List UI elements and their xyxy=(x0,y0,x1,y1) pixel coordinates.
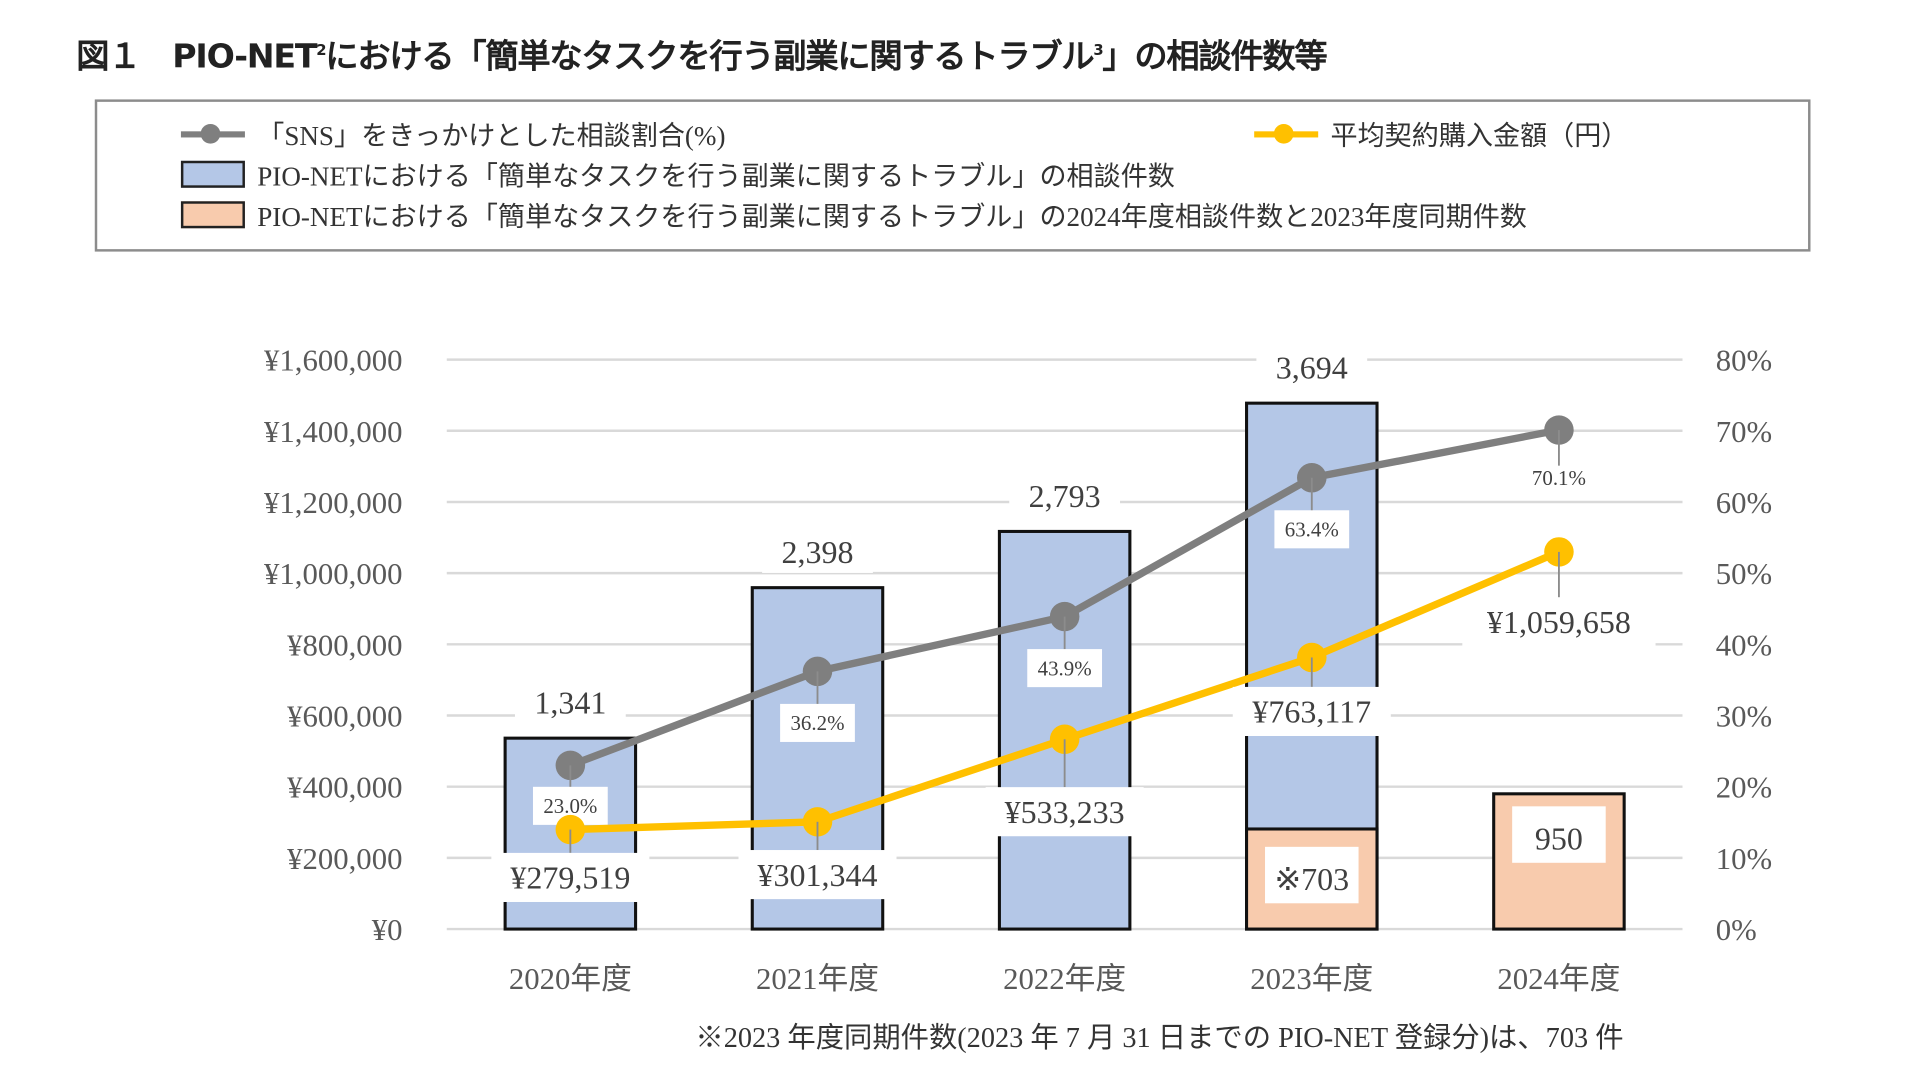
label-background xyxy=(1462,597,1656,647)
sns-ratio-data-label: 43.9% xyxy=(1038,656,1092,680)
peach-swatch-icon xyxy=(180,201,245,229)
count-data-label: 3,694 xyxy=(1276,351,1348,386)
avg-amount-data-label: ¥301,344 xyxy=(758,858,878,893)
label-background xyxy=(491,852,650,902)
x-axis-tick-label: 2023年度 xyxy=(1250,962,1373,996)
title-part: 」の相談件数等 xyxy=(1102,38,1327,77)
left-axis-tick-label: ¥1,000,000 xyxy=(264,557,402,591)
right-axis-tick-label: 60% xyxy=(1716,486,1772,520)
title-part: における「簡単なタスクを行う副業に関するトラブル xyxy=(325,38,1094,77)
label-background xyxy=(985,787,1144,837)
same-period-data-label: 950 xyxy=(1535,821,1583,856)
legend-item-count: PIO-NETにおける「簡単なタスクを行う副業に関するトラブル」の相談件数 xyxy=(180,155,1175,194)
left-axis-tick-label: ¥400,000 xyxy=(287,771,402,805)
legend-label: PIO-NETにおける「簡単なタスクを行う副業に関するトラブル」の相談件数 xyxy=(257,160,1175,192)
label-background xyxy=(762,528,873,573)
blue-swatch-icon xyxy=(180,160,245,188)
sns-ratio-data-label: 36.2% xyxy=(790,711,844,735)
left-axis-tick-label: ¥800,000 xyxy=(287,628,402,662)
label-background xyxy=(738,850,897,900)
avg-amount-data-label: ¥533,233 xyxy=(1005,795,1125,830)
left-axis-tick-label: ¥600,000 xyxy=(287,700,402,734)
left-axis-tick-label: ¥1,600,000 xyxy=(264,344,402,378)
left-axis-tick-label: ¥200,000 xyxy=(287,842,402,876)
legend-item-sns: 「SNS」をきっかけとした相談割合(%) xyxy=(180,114,726,153)
legend-label: PIO-NETにおける「簡単なタスクを行う副業に関するトラブル」の2024年度相… xyxy=(257,201,1527,232)
sns-ratio-data-label: 63.4% xyxy=(1285,518,1339,542)
left-axis-tick-label: ¥1,400,000 xyxy=(264,415,402,449)
left-axis-tick-label: ¥0 xyxy=(372,913,403,947)
x-axis-tick-label: 2024年度 xyxy=(1497,962,1620,996)
legend: 「SNS」をきっかけとした相談割合(%) 平均契約購入金額（円） PIO-NET… xyxy=(94,99,1811,252)
right-axis-tick-label: 80% xyxy=(1716,344,1772,378)
label-background xyxy=(1265,846,1359,904)
footnote: ※2023 年度同期件数(2023 年 7 月 31 日までの PIO-NET … xyxy=(695,1022,1624,1054)
figure-title: 図１ PIO-NET2における「簡単なタスクを行う副業に関するトラブル3」の相談… xyxy=(76,29,1327,77)
right-axis-tick-label: 30% xyxy=(1716,700,1772,734)
x-axis-tick-label: 2021年度 xyxy=(756,962,879,996)
x-axis-tick-label: 2020年度 xyxy=(509,962,632,996)
label-background xyxy=(1274,510,1350,549)
avg-amount-data-label: ¥1,059,658 xyxy=(1487,605,1631,640)
yellow-line-marker-icon xyxy=(1254,123,1319,144)
left-axis-tick-label: ¥1,200,000 xyxy=(264,486,402,520)
x-axis-tick-label: 2022年度 xyxy=(1003,962,1126,996)
label-background xyxy=(1256,344,1368,389)
title-part: 図１ PIO-NET xyxy=(76,38,317,77)
count-data-label: 2,398 xyxy=(782,535,854,570)
right-axis-tick-label: 50% xyxy=(1716,557,1772,591)
label-background xyxy=(514,679,626,724)
right-axis-tick-label: 0% xyxy=(1716,913,1757,947)
legend-label: 平均契約購入金額（円） xyxy=(1330,120,1629,151)
sns-ratio-data-label: 23.0% xyxy=(543,794,597,818)
right-axis-tick-label: 10% xyxy=(1716,842,1772,876)
footnote-ref: 3 xyxy=(1093,41,1103,59)
label-background xyxy=(1512,806,1606,863)
footnote-ref: 2 xyxy=(316,41,326,59)
sns-ratio-data-label: 70.1% xyxy=(1532,466,1586,490)
gray-line-marker-icon xyxy=(180,123,245,144)
legend-item-amount: 平均契約購入金額（円） xyxy=(1254,114,1628,153)
label-background xyxy=(1009,472,1121,517)
right-axis-tick-label: 70% xyxy=(1716,415,1772,449)
label-background xyxy=(780,703,855,742)
right-axis-tick-label: 20% xyxy=(1716,771,1772,805)
sns-ratio-point xyxy=(1049,601,1080,632)
count-data-label: 2,793 xyxy=(1029,479,1101,514)
right-axis-tick-label: 40% xyxy=(1716,628,1772,662)
legend-label: 「SNS」をきっかけとした相談割合(%) xyxy=(257,120,726,151)
legend-item-same-period: PIO-NETにおける「簡単なタスクを行う副業に関するトラブル」の2024年度相… xyxy=(180,195,1527,234)
label-background xyxy=(1232,686,1391,737)
avg-amount-data-label: ¥763,117 xyxy=(1252,695,1371,730)
count-data-label: 1,341 xyxy=(534,686,606,721)
avg-amount-data-label: ¥279,519 xyxy=(510,861,630,896)
same-period-data-label: ※703 xyxy=(1274,862,1349,897)
label-background xyxy=(1027,649,1103,688)
